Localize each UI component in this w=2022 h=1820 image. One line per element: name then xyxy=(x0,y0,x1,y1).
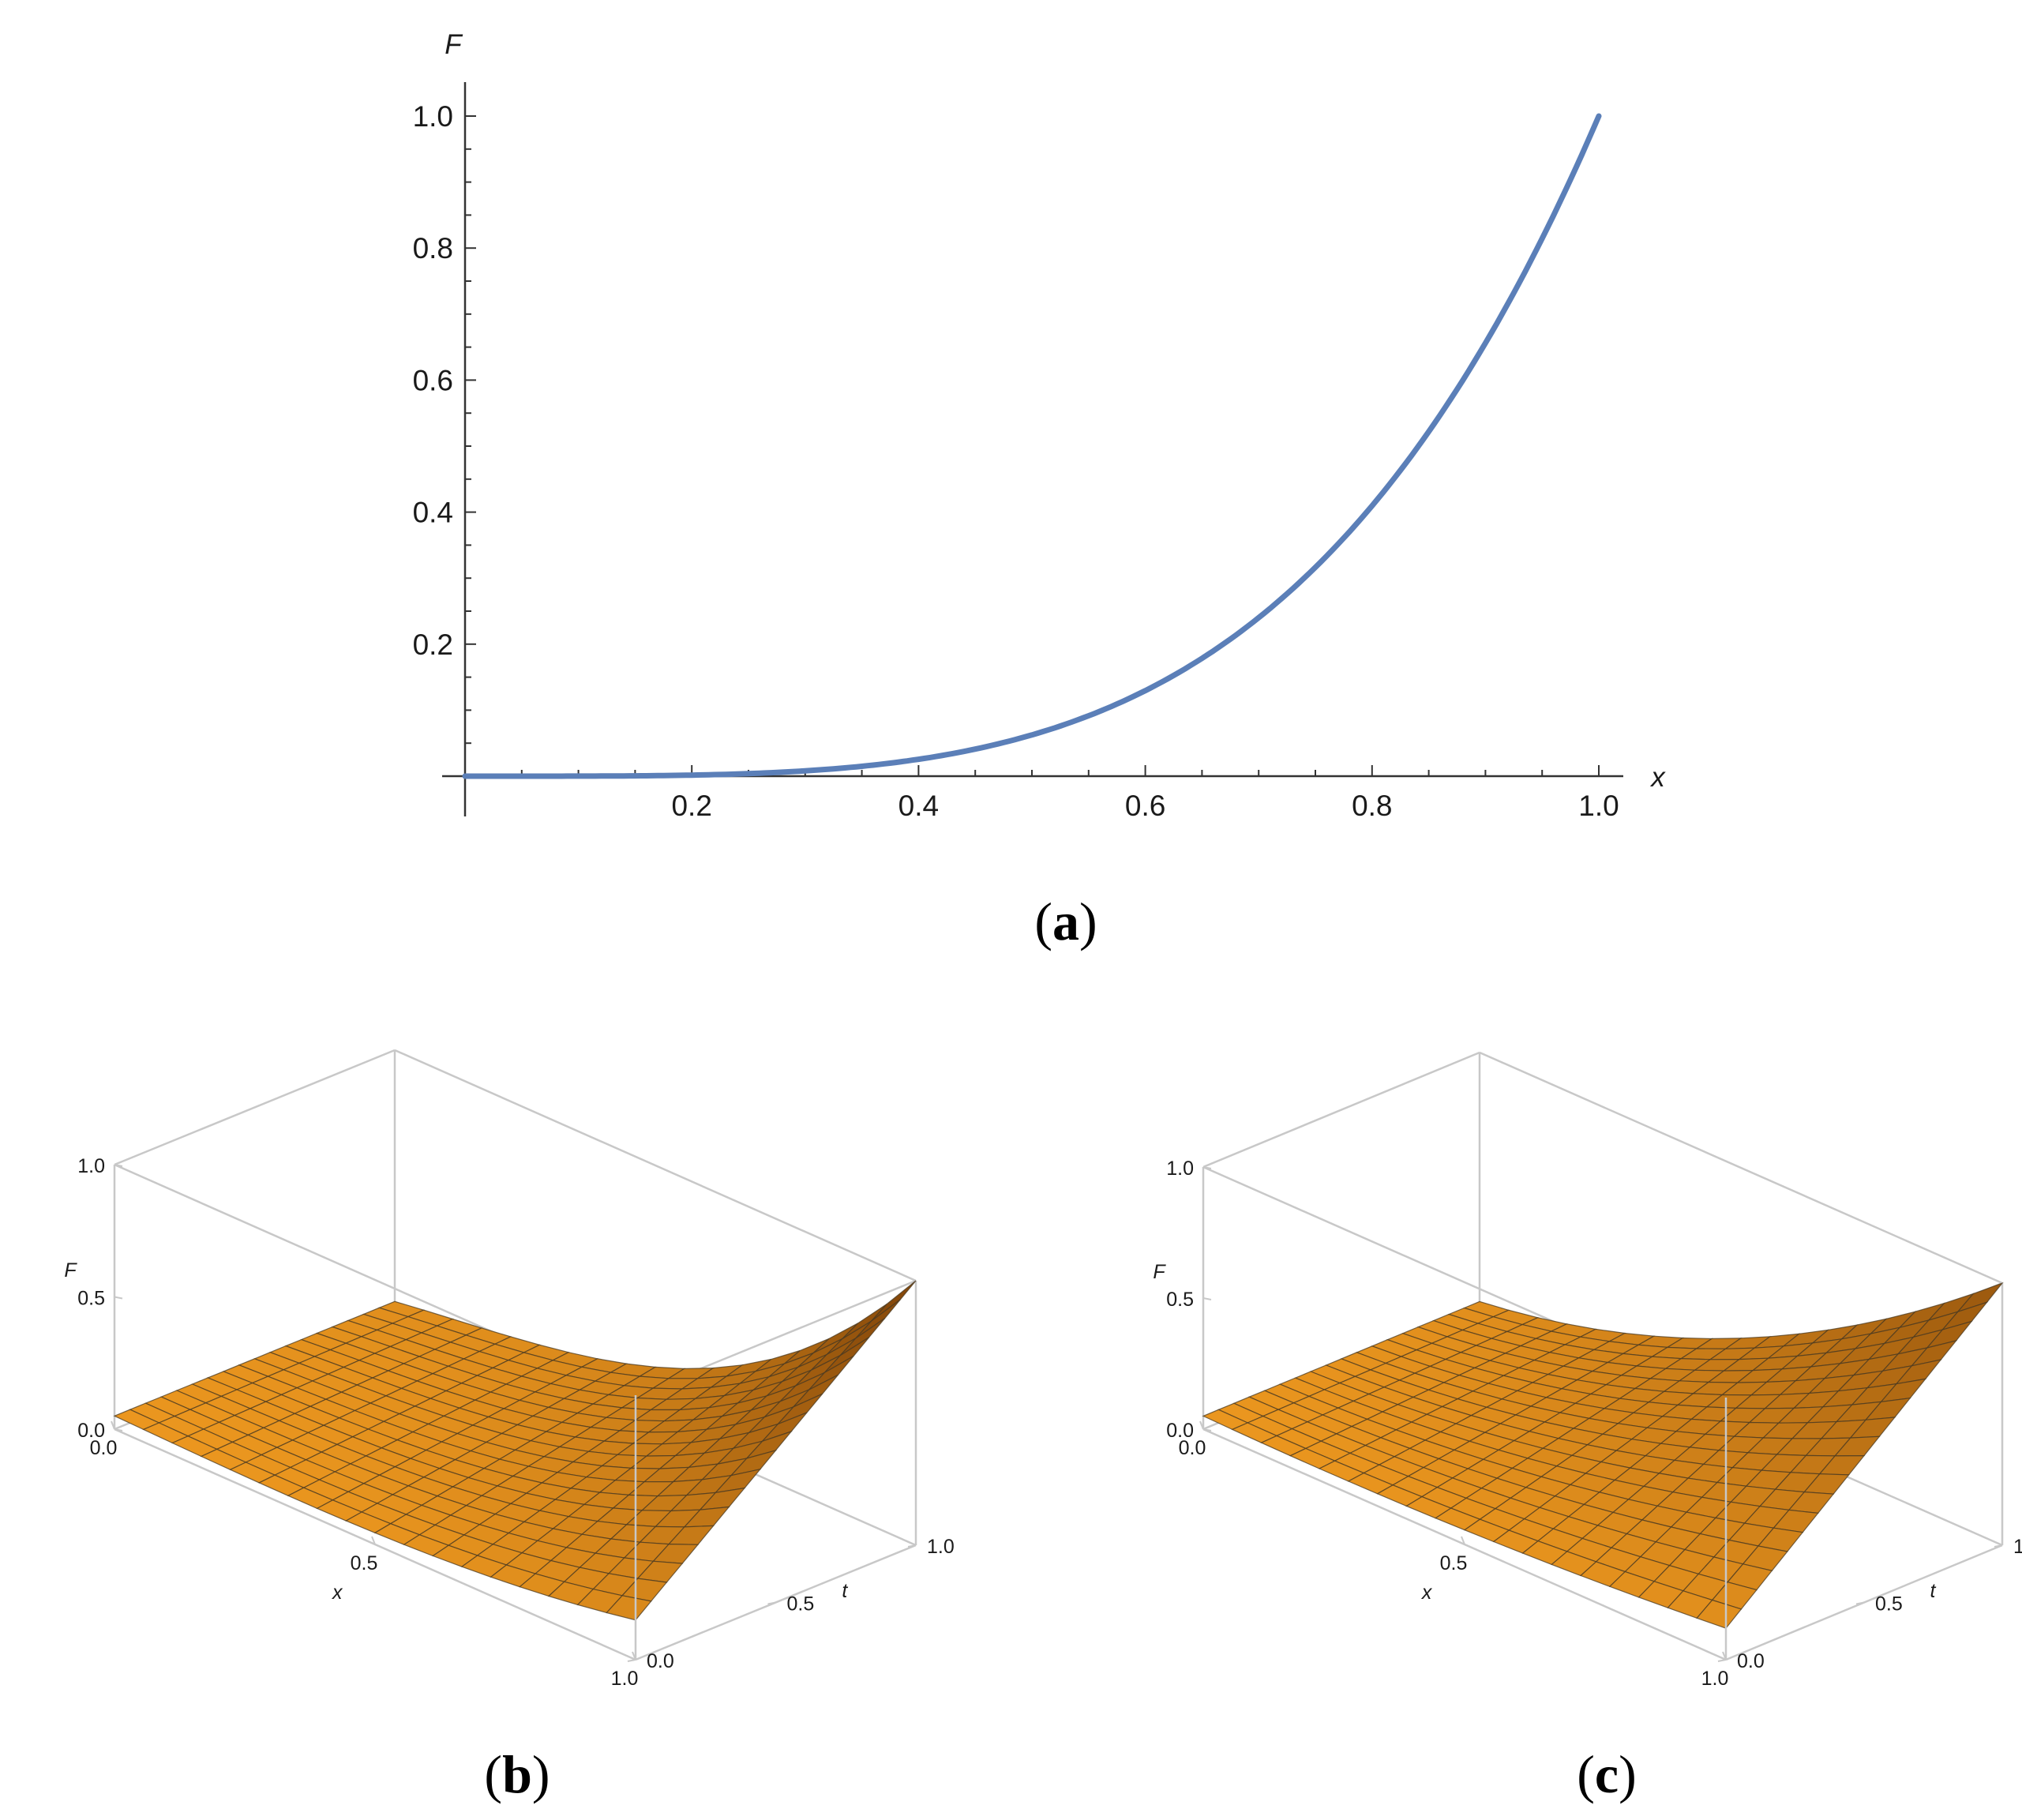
panel-label-b: (b) xyxy=(484,1744,550,1804)
series-line xyxy=(462,113,1602,779)
z-tick xyxy=(114,1428,123,1432)
x-tick xyxy=(1199,1420,1204,1430)
panel-label-c: (c) xyxy=(1577,1744,1637,1804)
x-tick-label: 0.4 xyxy=(898,790,939,822)
x-tick-label: 1.0 xyxy=(611,1668,639,1690)
y-tick-label: 0.2 xyxy=(413,629,453,661)
z-tick-label: 0.5 xyxy=(77,1288,105,1310)
line-chart-panel: 0.2 0.4 0.6 0.8 1.0 0.2 0.4 0.6 0.8 1.0 F x (a) xyxy=(413,29,1667,951)
surface-cell xyxy=(606,1595,652,1621)
x-axis-name: x xyxy=(1649,762,1666,793)
y-axis-ticks: 0.2 0.4 0.6 0.8 1.0 xyxy=(413,100,476,745)
y-tick xyxy=(1994,1544,2003,1548)
y-tick-label: 0.8 xyxy=(413,232,453,265)
y-tick-label: 0.4 xyxy=(413,497,453,529)
axis-labels: 0.0 0.5 1.0 F 0.0 0.5 1.0 x 0.0 0.5 1.0 t xyxy=(1153,1158,2022,1690)
z-tick-label: 0.0 xyxy=(77,1420,105,1442)
x-tick xyxy=(632,1651,636,1661)
x-axis-name: x xyxy=(1421,1582,1433,1604)
x-axis-name: x xyxy=(332,1582,343,1604)
y-tick-label: 0.5 xyxy=(1875,1593,1903,1615)
y-tick xyxy=(627,1659,636,1662)
panel-letter-a: a xyxy=(1052,891,1079,951)
axis-labels: 0.0 0.5 1.0 F 0.0 0.5 1.0 x 0.0 0.5 1.0 t xyxy=(64,1155,954,1690)
y-tick xyxy=(1717,1659,1727,1662)
panel-letter-b: b xyxy=(502,1744,532,1804)
surface-chart-panel-c: 0.0 0.5 1.0 F 0.0 0.5 1.0 x 0.0 0.5 1.0 t (c) xyxy=(1153,1051,2022,1804)
x-tick-label: 0.0 xyxy=(1179,1437,1206,1459)
y-tick xyxy=(1855,1601,1865,1605)
surface xyxy=(1202,1282,2004,1629)
y-tick-label: 0.0 xyxy=(647,1650,674,1672)
y-tick-label: 0.6 xyxy=(413,364,453,396)
z-axis-name: F xyxy=(64,1259,77,1282)
z-tick xyxy=(114,1164,123,1167)
surface-cell xyxy=(871,1280,917,1322)
z-tick-label: 1.0 xyxy=(77,1155,105,1177)
surface xyxy=(113,1280,917,1621)
x-tick-label: 0.8 xyxy=(1352,790,1392,822)
z-tick xyxy=(114,1296,123,1300)
z-axis-name: F xyxy=(1153,1261,1166,1283)
y-axis-name: F xyxy=(445,29,463,60)
x-tick xyxy=(1461,1536,1465,1545)
x-tick-label: 0.6 xyxy=(1125,790,1165,822)
y-axis-name: t xyxy=(1930,1580,1937,1602)
z-tick-label: 0.0 xyxy=(1166,1420,1194,1442)
y-tick xyxy=(907,1544,917,1548)
box-edge xyxy=(1479,1051,2003,1285)
box-edge xyxy=(1202,1051,1480,1169)
x-tick xyxy=(371,1536,376,1545)
y-tick xyxy=(767,1601,776,1605)
y-tick-label: 1.0 xyxy=(413,100,453,133)
x-tick-label: 1.0 xyxy=(1578,790,1619,822)
z-tick xyxy=(1202,1166,1212,1169)
surface-cell xyxy=(855,1299,901,1339)
x-tick-label: 0.5 xyxy=(351,1552,378,1574)
box-edge xyxy=(394,1049,917,1282)
panel-letter-c: c xyxy=(1595,1744,1619,1804)
x-tick-label: 0.0 xyxy=(90,1437,118,1459)
x-tick-label: 0.5 xyxy=(1440,1552,1468,1574)
surface-chart-panel-b: 0.0 0.5 1.0 F 0.0 0.5 1.0 x 0.0 0.5 1.0 t (b) xyxy=(64,1049,955,1804)
z-tick xyxy=(1202,1297,1212,1300)
x-tick-label: 0.2 xyxy=(671,790,711,822)
x-tick xyxy=(1722,1651,1727,1661)
y-tick-label: 0.5 xyxy=(787,1593,815,1615)
y-tick-label: 0.0 xyxy=(1737,1650,1765,1672)
x-axis-ticks: 0.2 0.4 0.6 0.8 1.0 xyxy=(520,765,1619,822)
x-tick-label: 1.0 xyxy=(1701,1668,1729,1690)
z-tick-label: 0.5 xyxy=(1166,1289,1194,1311)
box-edge xyxy=(114,1049,396,1166)
panel-label-a: (a) xyxy=(1034,891,1097,951)
surface-cell xyxy=(1696,1599,1743,1629)
z-tick xyxy=(1202,1428,1212,1432)
y-axis-name: t xyxy=(842,1580,848,1602)
x-tick xyxy=(111,1420,115,1430)
y-tick-label: 1.0 xyxy=(927,1536,955,1558)
y-tick-label: 1.0 xyxy=(2013,1536,2022,1558)
z-tick-label: 1.0 xyxy=(1166,1158,1194,1180)
